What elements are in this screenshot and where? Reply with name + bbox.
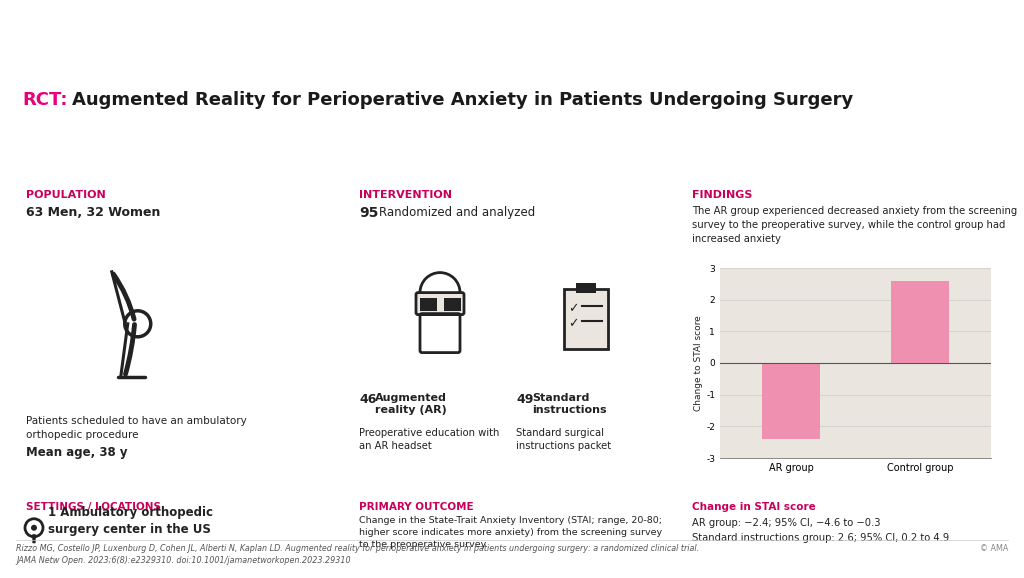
FancyBboxPatch shape <box>416 292 464 314</box>
Circle shape <box>31 525 37 531</box>
Text: FINDINGS: FINDINGS <box>692 190 753 200</box>
Text: Rizzo MG, Costello JP, Luxenburg D, Cohen JL, Alberti N, Kaplan LD. Augmented re: Rizzo MG, Costello JP, Luxenburg D, Cohe… <box>16 544 699 553</box>
Text: Preoperative education with
an AR headset: Preoperative education with an AR headse… <box>359 428 500 451</box>
Text: The AR group experienced decreased anxiety from the screening
survey to the preo: The AR group experienced decreased anxie… <box>692 206 1017 244</box>
Text: AR group: −2.4; 95% CI, −4.6 to −0.3: AR group: −2.4; 95% CI, −4.6 to −0.3 <box>692 518 881 528</box>
Text: Change in STAI score: Change in STAI score <box>692 502 816 512</box>
Text: 49: 49 <box>516 393 534 406</box>
Text: POPULATION: POPULATION <box>26 190 105 200</box>
Text: RCT:: RCT: <box>22 91 68 109</box>
Text: 1 Ambulatory orthopedic
surgery center in the US: 1 Ambulatory orthopedic surgery center i… <box>48 506 213 536</box>
Text: Randomized and analyzed: Randomized and analyzed <box>379 206 536 219</box>
Text: Standard surgical
instructions packet: Standard surgical instructions packet <box>516 428 611 451</box>
Text: 63 Men, 32 Women: 63 Men, 32 Women <box>26 206 161 219</box>
Text: Augmented
reality (AR): Augmented reality (AR) <box>375 393 446 416</box>
Text: 95: 95 <box>359 206 379 220</box>
Text: 46: 46 <box>359 393 377 406</box>
Text: ™: ™ <box>193 18 202 28</box>
Text: JAMA Netw Open. 2023;6(8):e2329310. doi:10.1001/jamanetworkopen.2023.29310: JAMA Netw Open. 2023;6(8):e2329310. doi:… <box>16 556 350 565</box>
Bar <box>420 298 437 310</box>
Text: INTERVENTION: INTERVENTION <box>359 190 452 200</box>
Text: ✓: ✓ <box>568 302 579 315</box>
Text: Augmented Reality for Perioperative Anxiety in Patients Undergoing Surgery: Augmented Reality for Perioperative Anxi… <box>72 91 853 109</box>
Bar <box>891 281 949 363</box>
Y-axis label: Change to STAI score: Change to STAI score <box>694 315 703 411</box>
Text: Standard
instructions: Standard instructions <box>532 393 606 416</box>
Bar <box>577 283 596 292</box>
Text: JAMA: JAMA <box>18 19 56 32</box>
Text: Network: Network <box>18 45 61 55</box>
Text: SETTINGS / LOCATIONS: SETTINGS / LOCATIONS <box>26 502 161 512</box>
Text: Patients scheduled to have an ambulatory
orthopedic procedure: Patients scheduled to have an ambulatory… <box>26 416 247 440</box>
Text: © AMA: © AMA <box>980 544 1008 553</box>
Bar <box>564 288 608 349</box>
Text: Standard instructions group: 2.6; 95% CI, 0.2 to 4.9: Standard instructions group: 2.6; 95% CI… <box>692 533 949 543</box>
Text: Mean age, 38 y: Mean age, 38 y <box>26 446 128 459</box>
Text: PRIMARY OUTCOME: PRIMARY OUTCOME <box>359 502 474 512</box>
Text: Change in the State-Trait Anxiety Inventory (STAI; range, 20-80;
higher score in: Change in the State-Trait Anxiety Invent… <box>359 516 663 549</box>
Bar <box>762 363 820 439</box>
Text: Open: Open <box>82 17 204 59</box>
Text: ✓: ✓ <box>568 317 579 330</box>
Bar <box>444 298 461 310</box>
